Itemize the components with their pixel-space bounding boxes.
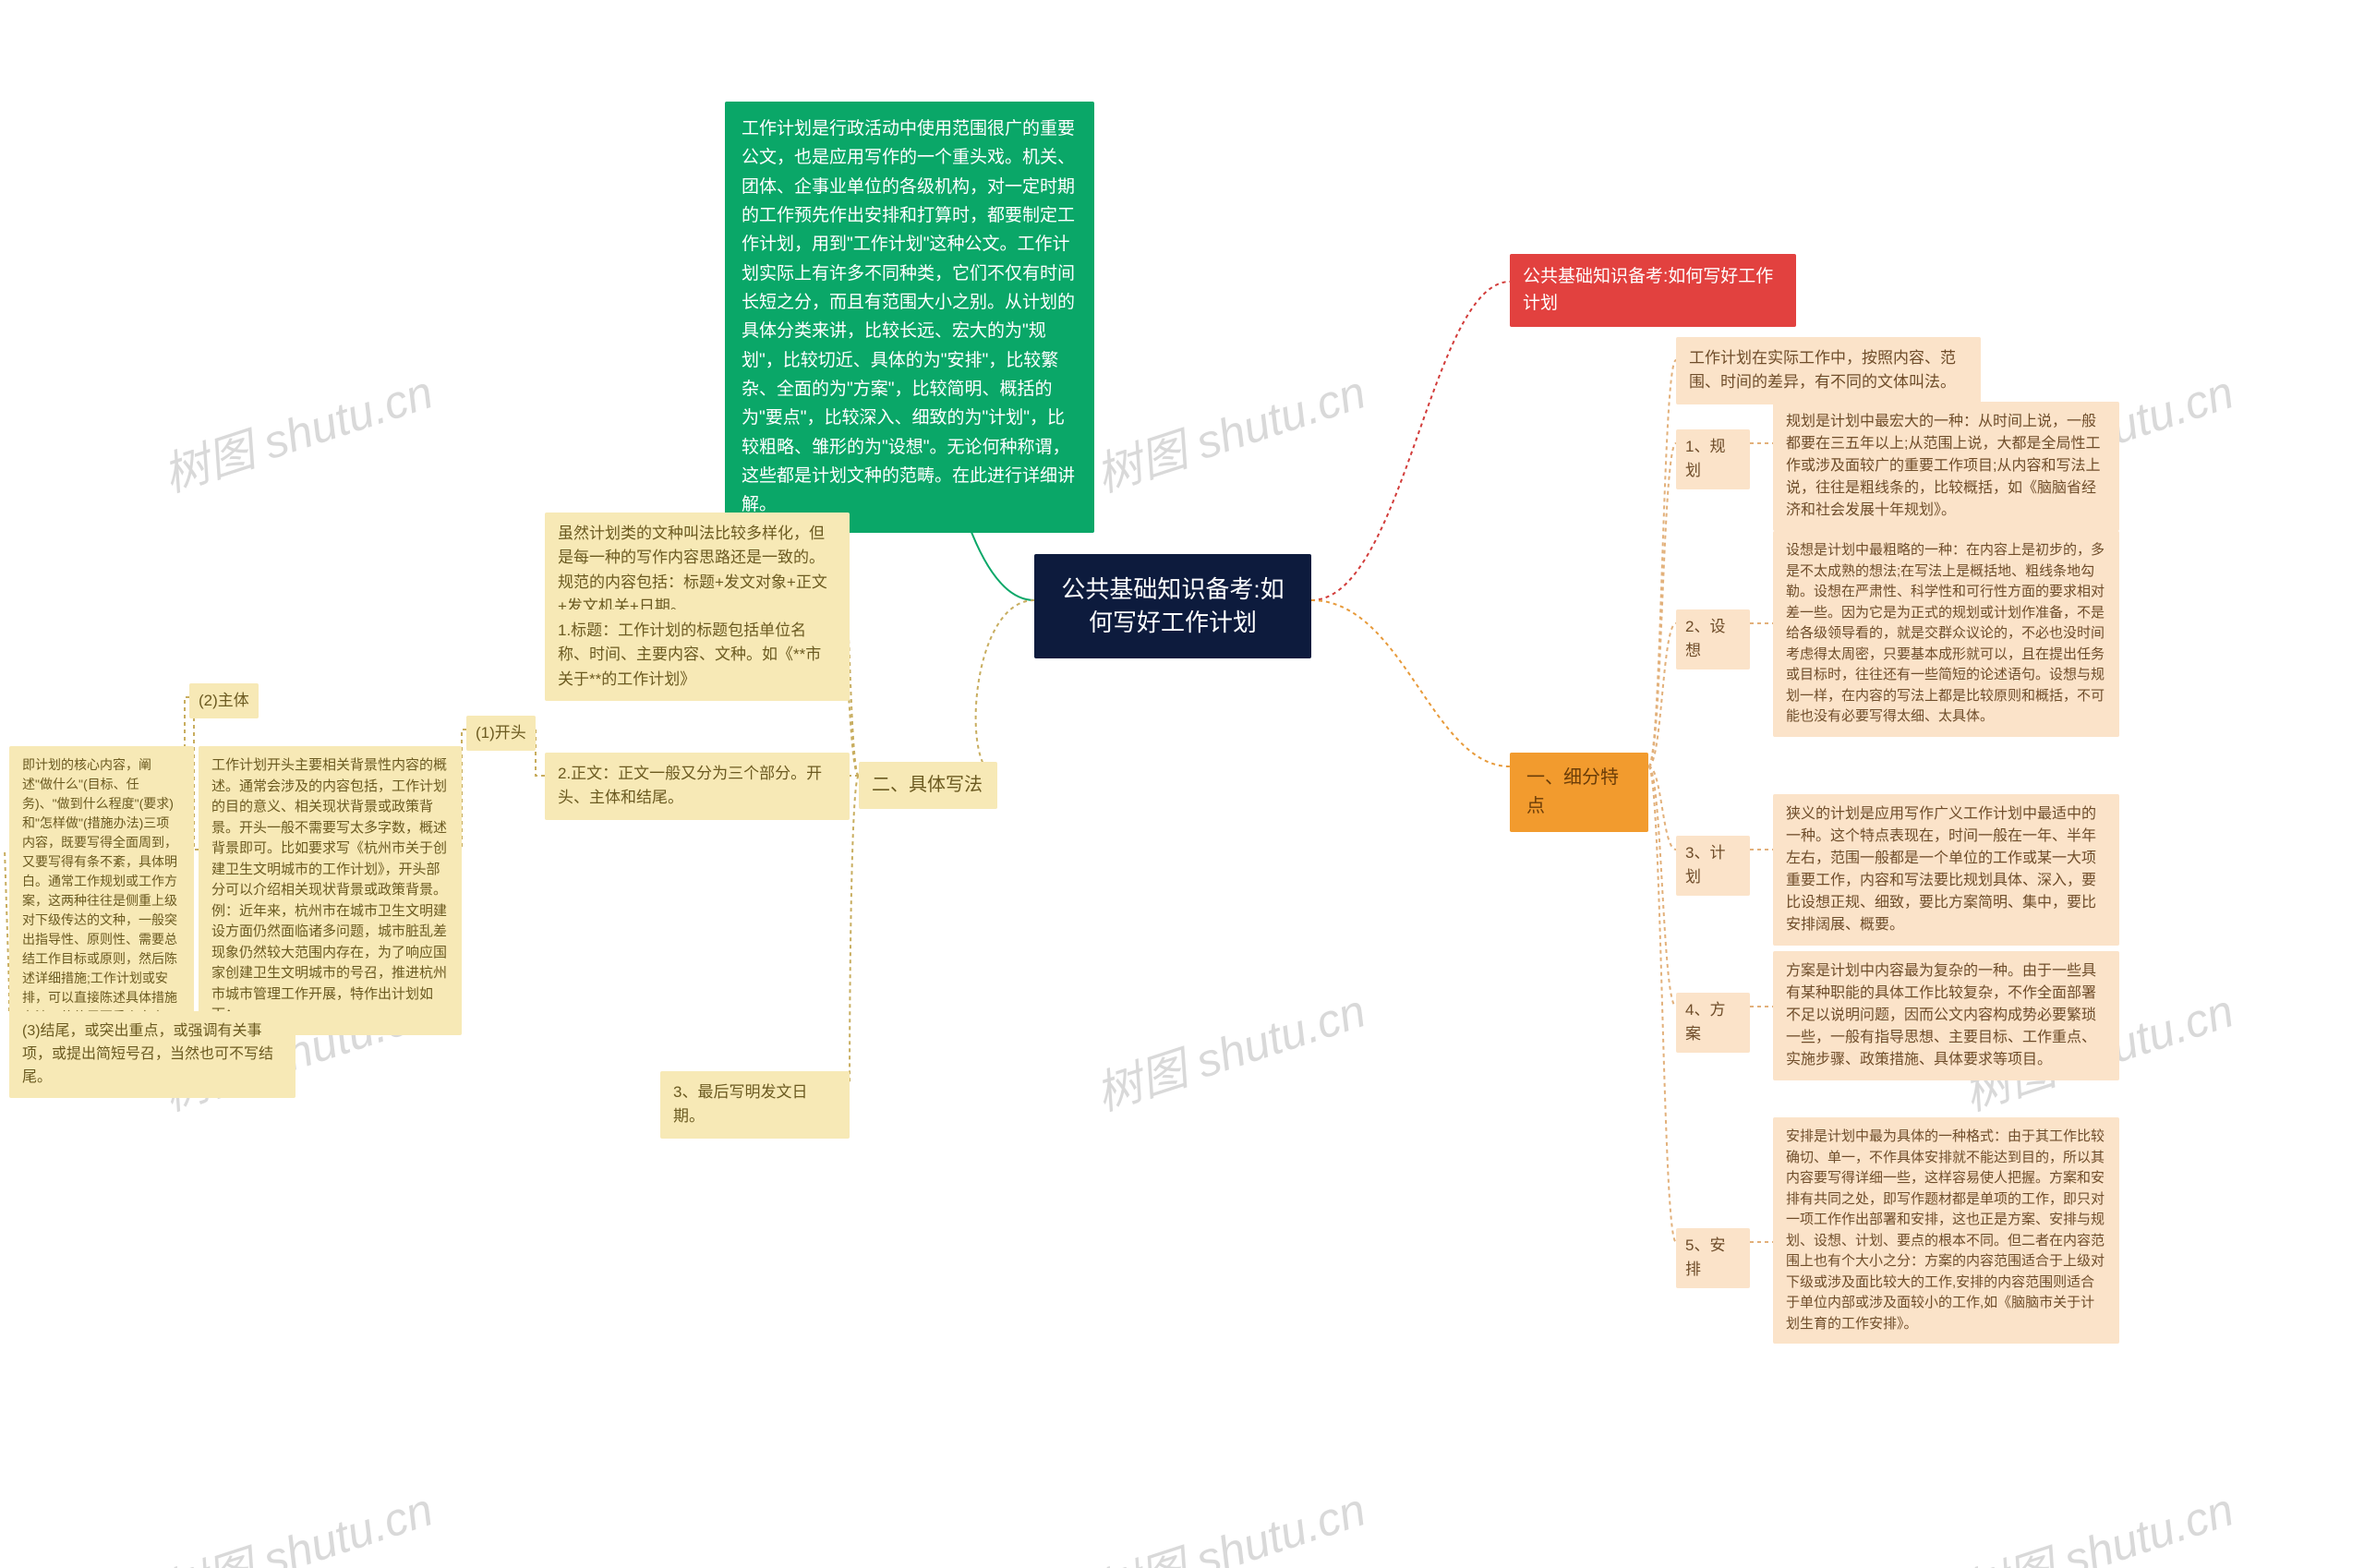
left-n3-desc: 工作计划开头主要相关背景性内容的概述。通常会涉及的内容包括，工作计划的目的意义、…	[199, 746, 462, 1035]
center-node: 公共基础知识备考:如何写好工作计划	[1034, 554, 1311, 658]
left-n6: 3、最后写明发文日期。	[660, 1071, 850, 1139]
watermark: 树图 shutu.cn	[153, 1473, 440, 1568]
watermark: 树图 shutu.cn	[1954, 1473, 2240, 1568]
right-item-5-label: 5、安排	[1676, 1228, 1750, 1288]
right-item-2-label: 2、设想	[1676, 609, 1750, 669]
right-item-1-label: 1、规划	[1676, 429, 1750, 489]
left-branch-label: 二、具体写法	[859, 762, 997, 809]
left-n3: 2.正文：正文一般又分为三个部分。开头、主体和结尾。	[545, 753, 850, 820]
left-n5: (3)结尾，或突出重点，或强调有关事项，或提出简短号召，当然也可不写结尾。	[9, 1011, 296, 1098]
left-n4: 即计划的核心内容，阐述"做什么"(目标、任务)、"做到什么程度"(要求)和"怎样…	[9, 746, 194, 1055]
right-item-4-desc: 方案是计划中内容最为复杂的一种。由于一些具有某种职能的具体工作比较复杂，不作全面…	[1773, 951, 2119, 1080]
right-item-5-desc: 安排是计划中最为具体的一种格式：由于其工作比较确切、单一，不作具体安排就不能达到…	[1773, 1117, 2119, 1344]
left-n3-label: (1)开头	[466, 716, 536, 751]
right-orange-node: 一、细分特点	[1510, 753, 1648, 832]
watermark: 树图 shutu.cn	[1086, 356, 1372, 505]
right-item-2-desc: 设想是计划中最粗略的一种：在内容上是初步的，多是不太成熟的想法;在写法上是概括地…	[1773, 531, 2119, 737]
right-item-3-label: 3、计划	[1676, 836, 1750, 896]
watermark: 树图 shutu.cn	[153, 356, 440, 505]
right-intro: 工作计划在实际工作中，按照内容、范围、时间的差异，有不同的文体叫法。	[1676, 337, 1981, 404]
watermark: 树图 shutu.cn	[1086, 974, 1372, 1124]
left-n2: 1.标题：工作计划的标题包括单位名称、时间、主要内容、文种。如《**市关于**的…	[545, 609, 850, 701]
intro-green-node: 工作计划是行政活动中使用范围很广的重要公文，也是应用写作的一个重头戏。机关、团体…	[725, 102, 1094, 533]
left-n4-label: (2)主体	[189, 683, 259, 718]
right-item-3-desc: 狭义的计划是应用写作广义工作计划中最适中的一种。这个特点表现在，时间一般在一年、…	[1773, 794, 2119, 946]
right-item-1-desc: 规划是计划中最宏大的一种：从时间上说，一般都要在三五年以上;从范围上说，大都是全…	[1773, 402, 2119, 531]
right-red-node: 公共基础知识备考:如何写好工作计划	[1510, 254, 1796, 327]
right-item-4-label: 4、方案	[1676, 993, 1750, 1053]
watermark: 树图 shutu.cn	[1086, 1473, 1372, 1568]
